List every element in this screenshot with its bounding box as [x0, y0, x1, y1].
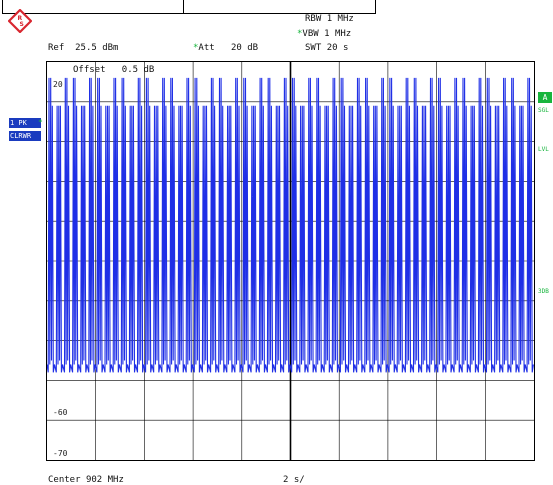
- y-tick-minus-60: -60: [52, 408, 69, 417]
- offset-label: Offset: [73, 65, 106, 75]
- vbw-changed-marker: *: [297, 29, 303, 39]
- trace-star-marker: *: [38, 118, 43, 127]
- lvl-indicator: LVL: [538, 146, 549, 153]
- trace-a-indicator: A: [538, 92, 552, 103]
- rbw-value: 1 MHz: [326, 14, 354, 24]
- center-label: Center: [48, 475, 81, 485]
- att-value: 20 dB: [230, 43, 259, 53]
- vbw-value: 1 MHz: [324, 29, 352, 39]
- trace-detector-label[interactable]: 1 PK: [9, 118, 41, 128]
- sweep-time-readout: SWT 20 s: [305, 43, 348, 53]
- attenuation-readout: *Att 20 dB: [193, 43, 258, 53]
- att-label: Att: [198, 43, 215, 53]
- vbw-label: VBW: [302, 29, 319, 39]
- att-changed-marker: *: [193, 43, 199, 53]
- y-tick-minus-70: -70: [52, 449, 69, 458]
- title-box-divider: [183, 0, 184, 13]
- plot-grid: [47, 62, 534, 460]
- offset-value: 0.5 dB: [121, 65, 155, 75]
- trace-mode-text: CLRWR: [10, 132, 32, 140]
- rbw-label: RBW: [305, 14, 322, 24]
- sgl-indicator: SGL: [538, 107, 549, 114]
- span-readout: 2 s/: [283, 475, 305, 485]
- rbw-readout: RBW 1 MHz: [305, 14, 354, 24]
- swt-value: 20 s: [326, 43, 349, 53]
- svg-text:R: R: [18, 15, 23, 22]
- rohde-schwarz-logo-icon: R S: [8, 9, 32, 33]
- ref-value: 25.5 dBm: [75, 43, 119, 53]
- y-tick-20: 20: [52, 80, 64, 89]
- 3db-indicator: 3DB: [538, 288, 549, 295]
- ref-label: Ref: [48, 43, 65, 53]
- vbw-readout: *VBW 1 MHz: [297, 29, 351, 39]
- svg-text:S: S: [20, 21, 24, 28]
- spectrum-plot-area[interactable]: Offset 0.5 dB 20 -60 -70: [46, 61, 535, 461]
- trace-mode-label[interactable]: CLRWR: [9, 131, 41, 141]
- center-value: 902 MHz: [85, 475, 124, 485]
- center-frequency-readout: Center 902 MHz: [48, 475, 124, 485]
- measurement-trace: [47, 77, 534, 373]
- swt-label: SWT: [305, 43, 322, 53]
- ref-level-readout: Ref 25.5 dBm: [48, 43, 118, 53]
- top-title-box: [2, 0, 376, 14]
- offset-readout: Offset 0.5 dB: [73, 65, 154, 75]
- trace-detector-text: 1 PK: [10, 119, 27, 127]
